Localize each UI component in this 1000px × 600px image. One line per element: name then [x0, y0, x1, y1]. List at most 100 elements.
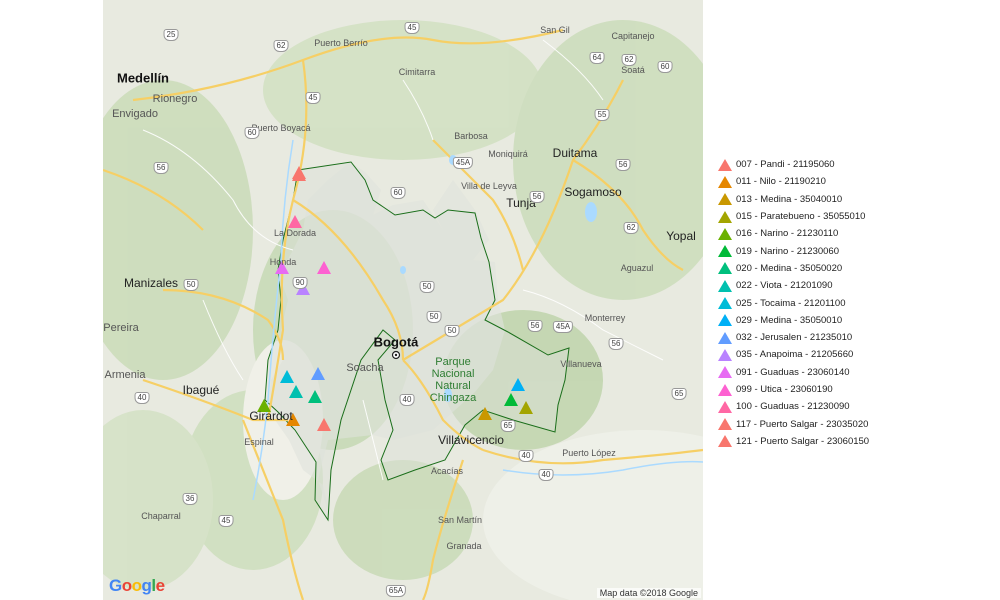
- station-triangle[interactable]: [511, 378, 525, 391]
- place-label: Armenia: [104, 369, 146, 381]
- road-shield: 40: [134, 392, 150, 404]
- legend-item: 117 - Puerto Salgar - 23035020: [718, 415, 869, 432]
- road-shield: 55: [594, 109, 610, 121]
- logo-letter: g: [141, 576, 152, 595]
- road-shield: 62: [273, 40, 289, 52]
- place-label: Duitama: [552, 146, 598, 160]
- legend-item: 016 - Narino - 21230110: [718, 225, 869, 242]
- place-label: Espinal: [244, 437, 274, 447]
- station-triangle[interactable]: [317, 418, 331, 431]
- place-label: Cimitarra: [398, 67, 436, 77]
- road-shield: 40: [518, 450, 534, 462]
- station-triangle[interactable]: [292, 168, 306, 181]
- triangle-icon: [718, 314, 732, 327]
- place-label: Chaparral: [141, 511, 181, 521]
- legend-label: 016 - Narino - 21230110: [736, 228, 839, 240]
- legend-item: 007 - Pandi - 21195060: [718, 156, 869, 173]
- triangle-icon: [718, 435, 732, 448]
- triangle-icon: [718, 400, 732, 413]
- place-label: San Martín: [437, 515, 483, 525]
- station-triangle[interactable]: [286, 413, 300, 426]
- station-triangle[interactable]: [504, 393, 518, 406]
- road-shield: 64: [589, 52, 605, 64]
- legend-label: 025 - Tocaima - 21201100: [736, 297, 846, 309]
- road-shield: 45: [305, 92, 321, 104]
- legend-label: 007 - Pandi - 21195060: [736, 159, 835, 171]
- place-label: Aguazul: [620, 263, 654, 273]
- map-attribution[interactable]: Map data ©2018 Google: [596, 588, 701, 598]
- road-shield: 50: [444, 325, 460, 337]
- triangle-icon: [718, 279, 732, 292]
- station-triangle[interactable]: [257, 399, 271, 412]
- triangle-icon: [718, 348, 732, 361]
- map-panel[interactable]: Medellín Rionegro Envigado Manizales Per…: [103, 0, 703, 600]
- station-triangle[interactable]: [280, 370, 294, 383]
- legend-item: 025 - Tocaima - 21201100: [718, 294, 869, 311]
- legend-item: 100 - Guaduas - 21230090: [718, 398, 869, 415]
- logo-letter: e: [155, 576, 165, 595]
- road-shield: 65A: [385, 585, 407, 597]
- place-label: Villavicencio: [438, 433, 504, 447]
- place-label: Soatá: [621, 65, 645, 75]
- road-shield: 60: [657, 61, 673, 73]
- road-shield: 50: [419, 281, 435, 293]
- place-label: La Dorada: [273, 228, 317, 238]
- legend-item: 121 - Puerto Salgar - 23060150: [718, 433, 869, 450]
- legend-item: 091 - Guaduas - 23060140: [718, 364, 869, 381]
- place-label: Bogotá: [373, 334, 419, 350]
- station-triangle[interactable]: [288, 215, 302, 228]
- legend-item: 019 - Narino - 21230060: [718, 242, 869, 259]
- triangle-icon: [718, 418, 732, 431]
- road-shield: 65: [671, 388, 687, 400]
- legend-label: 035 - Anapoima - 21205660: [736, 349, 854, 361]
- road-shield: 50: [183, 279, 199, 291]
- legend-label: 099 - Utica - 23060190: [736, 384, 833, 395]
- station-triangle[interactable]: [478, 407, 492, 420]
- road-shield: 45A: [552, 321, 574, 333]
- place-label: Tunja: [506, 196, 536, 210]
- triangle-icon: [718, 366, 732, 379]
- place-label: Monterrey: [584, 313, 626, 323]
- legend: 007 - Pandi - 21195060 011 - Nilo - 21190…: [718, 156, 869, 450]
- station-triangle[interactable]: [519, 401, 533, 414]
- triangle-icon: [718, 158, 732, 171]
- place-label: Acacías: [430, 466, 464, 476]
- place-label: Puerto Berrío: [314, 38, 368, 48]
- place-label: Puerto López: [562, 448, 616, 458]
- triangle-icon: [718, 262, 732, 275]
- legend-label: 020 - Medina - 35050020: [736, 262, 843, 274]
- place-label: Soacha: [346, 362, 384, 374]
- legend-label: 117 - Puerto Salgar - 23035020: [736, 418, 869, 430]
- road-shield: 45: [218, 515, 234, 527]
- legend-label: 019 - Narino - 21230060: [736, 245, 839, 257]
- park-label: Parque Nacional Natural Chingaza: [429, 356, 477, 404]
- road-shield: 45: [404, 22, 420, 34]
- legend-label: 100 - Guaduas - 21230090: [736, 401, 850, 413]
- station-triangle[interactable]: [311, 367, 325, 380]
- place-label: Manizales: [123, 276, 179, 290]
- place-label: Sogamoso: [564, 185, 622, 199]
- station-triangle[interactable]: [289, 385, 303, 398]
- legend-item: 032 - Jerusalen - 21235010: [718, 329, 869, 346]
- road-shield: 40: [538, 469, 554, 481]
- road-shield: 60: [390, 187, 406, 199]
- triangle-icon: [718, 331, 732, 344]
- road-shield: 56: [527, 320, 543, 332]
- place-label: Rionegro: [152, 93, 198, 105]
- station-triangle[interactable]: [308, 390, 322, 403]
- logo-letter: l: [151, 576, 156, 595]
- station-triangle[interactable]: [317, 261, 331, 274]
- triangle-icon: [718, 297, 732, 310]
- road-shield: 62: [621, 54, 637, 66]
- place-label: Villa de Leyva: [461, 181, 517, 191]
- place-label: Capitanejo: [611, 31, 655, 41]
- place-label: Medellín: [116, 70, 170, 86]
- legend-item: 029 - Medina - 35050010: [718, 312, 869, 329]
- legend-label: 091 - Guaduas - 23060140: [736, 366, 850, 378]
- station-triangle[interactable]: [275, 261, 289, 274]
- legend-item: 035 - Anapoima - 21205660: [718, 346, 869, 363]
- place-label: Puerto Boyacá: [251, 123, 311, 133]
- google-logo: Google: [109, 576, 165, 596]
- legend-label: 013 - Medina - 35040010: [736, 193, 843, 205]
- road-shield: 90: [292, 277, 308, 289]
